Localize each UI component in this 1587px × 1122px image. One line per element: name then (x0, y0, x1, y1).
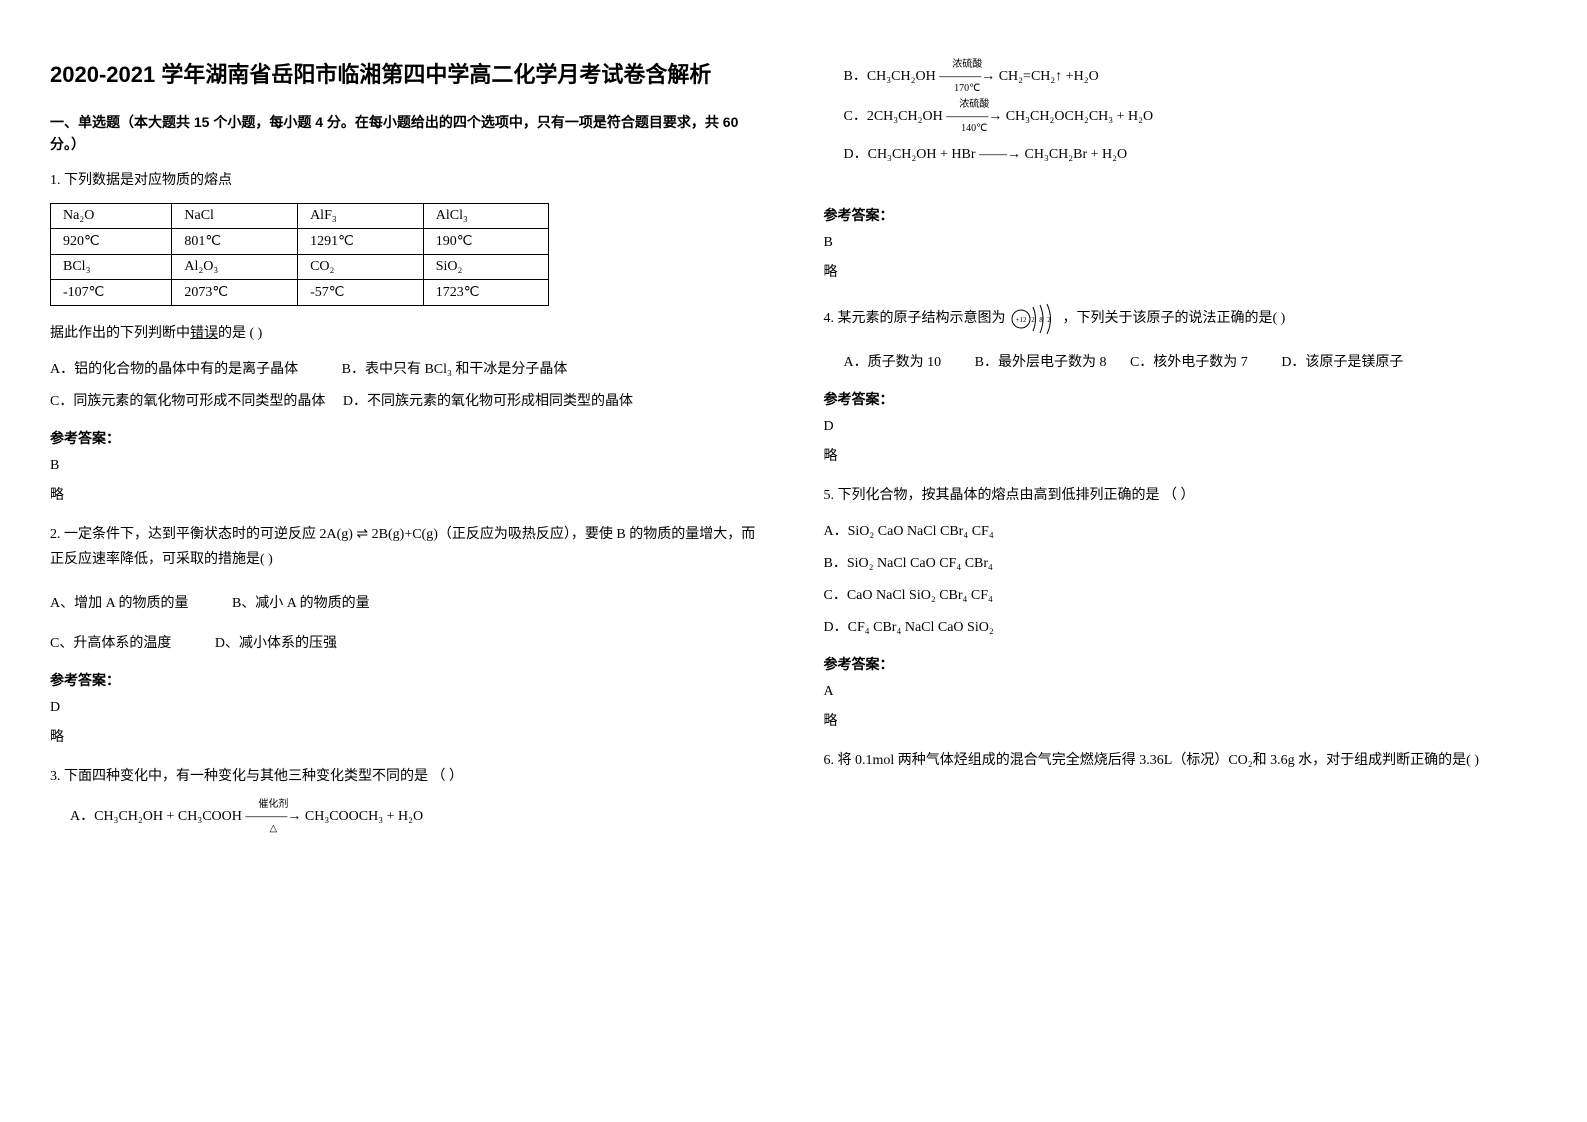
q3-b-prefix: B．CH₃CH₂OH (844, 69, 936, 84)
q5-opt-a: A．SiO₂ CaO NaCl CBr₄ CF₄ (824, 518, 1538, 546)
q1-post-table: 据此作出的下列判断中错误的是 ( ) (50, 321, 764, 346)
q1-options-row1: A．铝的化合物的晶体中有的是离子晶体 B．表中只有 BCl₃ 和干冰是分子晶体 (50, 356, 764, 384)
table-cell: AlCl₃ (423, 203, 549, 228)
left-column: 2020-2021 学年湖南省岳阳市临湘第四中学高二化学月考试卷含解析 一、单选… (0, 0, 794, 1122)
table-cell: 801℃ (172, 228, 298, 254)
q5-answer: A (824, 684, 1538, 700)
q3-a-cond-bot: △ (245, 824, 301, 834)
q1-answer-label: 参考答案： (50, 428, 764, 448)
q1-post-prefix: 据此作出的下列判断中 (50, 326, 190, 341)
q1-opt-b: B．表中只有 BCl₃ 和干冰是分子晶体 (342, 356, 568, 384)
table-cell: 1723℃ (423, 279, 549, 305)
q3-b-suffix: CH₂=CH₂↑ +H₂O (999, 69, 1099, 84)
table-cell: 2073℃ (172, 279, 298, 305)
svg-text:8: 8 (1039, 316, 1043, 324)
q3-c-suffix: CH₃CH₂OCH₂CH₃ + H₂O (1006, 109, 1153, 124)
table-cell: -57℃ (298, 279, 424, 305)
q4-opt-c: C．核外电子数为 7 (1130, 349, 1248, 377)
q4-options: A．质子数为 10 B．最外层电子数为 8 C．核外电子数为 7 D．该原子是镁… (824, 349, 1538, 377)
q4-answer: D (824, 419, 1538, 435)
q4-stem-suffix: ，下列关于该原子的说法正确的是( ) (1063, 311, 1286, 326)
arrow-condition-icon: 浓硫酸 ———→ 140℃ (946, 100, 1002, 134)
table-cell: BCl₃ (51, 254, 172, 279)
q1-answer: B (50, 458, 764, 474)
table-cell: 1291℃ (298, 228, 424, 254)
table-cell: Al₂O₃ (172, 254, 298, 279)
svg-text:2: 2 (1031, 316, 1035, 324)
q3-b-cond-bot: 170℃ (939, 84, 995, 94)
arrow-condition-icon: 催化剂 ———→ △ (245, 800, 301, 834)
q5-opt-c: C．CaO NaCl SiO₂ CBr₄ CF₄ (824, 582, 1538, 610)
q2-answer: D (50, 700, 764, 716)
q3-a-suffix: CH₃COOCH₃ + H₂O (305, 809, 423, 824)
table-cell: 190℃ (423, 228, 549, 254)
q3-a-prefix: A．CH₃CH₂OH + CH₃COOH (70, 809, 242, 824)
table-cell: NaCl (172, 203, 298, 228)
table-row: BCl₃ Al₂O₃ CO₂ SiO₂ (51, 254, 549, 279)
q1-opt-a: A．铝的化合物的晶体中有的是离子晶体 (50, 356, 298, 384)
q3-opt-d: D．CH₃CH₂OH + HBr ——→ CH₃CH₂Br + H₂O (824, 140, 1538, 171)
q3-opt-c: C．2CH₃CH₂OH 浓硫酸 ———→ 140℃ CH₃CH₂OCH₂CH₃ … (824, 100, 1538, 134)
q5-stem: 5. 下列化合物，按其晶体的熔点由高到低排列正确的是 （ ） (824, 483, 1538, 508)
q4-opt-a: A．质子数为 10 (844, 349, 942, 377)
q3-c-cond-bot: 140℃ (946, 124, 1002, 134)
q5-note: 略 (824, 710, 1538, 730)
q4-note: 略 (824, 445, 1538, 465)
q3-stem: 3. 下面四种变化中，有一种变化与其他三种变化类型不同的是 （ ） (50, 764, 764, 789)
table-row: Na₂O NaCl AlF₃ AlCl₃ (51, 203, 549, 228)
q2-note: 略 (50, 726, 764, 746)
table-cell: CO₂ (298, 254, 424, 279)
q3-answer: B (824, 235, 1538, 251)
q2-options-row1: A、增加 A 的物质的量 B、减小 A 的物质的量 (50, 590, 764, 618)
q2-opt-d: D、减小体系的压强 (215, 630, 337, 658)
q1-opt-d: D．不同族元素的氧化物可形成相同类型的晶体 (343, 394, 633, 409)
q1-stem: 1. 下列数据是对应物质的熔点 (50, 168, 764, 193)
q5-opt-b: B．SiO₂ NaCl CaO CF₄ CBr₄ (824, 550, 1538, 578)
nucleus-label: +12 (1016, 316, 1027, 324)
q2-stem: 2. 一定条件下，达到平衡状态时的可逆反应 2A(g) ⇌ 2B(g)+C(g)… (50, 522, 764, 572)
q3-note: 略 (824, 261, 1538, 281)
table-cell: Na₂O (51, 203, 172, 228)
q2-opt-a: A、增加 A 的物质的量 (50, 590, 188, 618)
table-cell: AlF₃ (298, 203, 424, 228)
section-1-header: 一、单选题（本大题共 15 个小题，每小题 4 分。在每小题给出的四个选项中，只… (50, 111, 764, 156)
q4-opt-d: D．该原子是镁原子 (1281, 349, 1403, 377)
q4-answer-label: 参考答案： (824, 389, 1538, 409)
q1-post-tail: 的是 ( ) (218, 326, 262, 341)
q1-post-underline: 错误 (190, 326, 218, 341)
q3-c-prefix: C．2CH₃CH₂OH (844, 109, 943, 124)
q3-opt-a: A．CH₃CH₂OH + CH₃COOH 催化剂 ———→ △ CH₃COOCH… (50, 800, 764, 834)
table-cell: 920℃ (51, 228, 172, 254)
table-cell: SiO₂ (423, 254, 549, 279)
q1-note: 略 (50, 484, 764, 504)
q2-opt-b: B、减小 A 的物质的量 (232, 590, 370, 618)
q5-answer-label: 参考答案： (824, 654, 1538, 674)
svg-text:2: 2 (1047, 316, 1051, 324)
q1-table: Na₂O NaCl AlF₃ AlCl₃ 920℃ 801℃ 1291℃ 190… (50, 203, 549, 306)
table-cell: -107℃ (51, 279, 172, 305)
table-row: -107℃ 2073℃ -57℃ 1723℃ (51, 279, 549, 305)
exam-title: 2020-2021 学年湖南省岳阳市临湘第四中学高二化学月考试卷含解析 (50, 60, 764, 91)
atom-structure-icon: +12 2 8 2 (1009, 299, 1059, 339)
q1-options-row2: C．同族元素的氧化物可形成不同类型的晶体 D．不同族元素的氧化物可形成相同类型的… (50, 388, 764, 416)
q4-stem: 4. 某元素的原子结构示意图为 +12 2 8 2 ，下列关于该原子的说法正确的… (824, 299, 1538, 339)
q1-opt-c: C．同族元素的氧化物可形成不同类型的晶体 (50, 394, 325, 409)
q3-opt-b: B．CH₃CH₂OH 浓硫酸 ———→ 170℃ CH₂=CH₂↑ +H₂O (824, 60, 1538, 94)
right-column: B．CH₃CH₂OH 浓硫酸 ———→ 170℃ CH₂=CH₂↑ +H₂O C… (794, 0, 1587, 1122)
q6-stem: 6. 将 0.1mol 两种气体烃组成的混合气完全燃烧后得 3.36L（标况）C… (824, 748, 1538, 773)
q3-answer-label: 参考答案： (824, 205, 1538, 225)
q2-options-row2: C、升高体系的温度 D、减小体系的压强 (50, 630, 764, 658)
q2-answer-label: 参考答案： (50, 670, 764, 690)
table-row: 920℃ 801℃ 1291℃ 190℃ (51, 228, 549, 254)
q4-stem-prefix: 4. 某元素的原子结构示意图为 (824, 311, 1006, 326)
q5-opt-d: D．CF₄ CBr₄ NaCl CaO SiO₂ (824, 614, 1538, 642)
arrow-condition-icon: 浓硫酸 ———→ 170℃ (939, 60, 995, 94)
q4-opt-b: B．最外层电子数为 8 (975, 349, 1107, 377)
q2-opt-c: C、升高体系的温度 (50, 630, 171, 658)
